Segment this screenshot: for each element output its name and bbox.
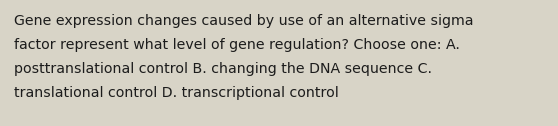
Text: translational control D. transcriptional control: translational control D. transcriptional… [14, 86, 339, 100]
Text: posttranslational control B. changing the DNA sequence C.: posttranslational control B. changing th… [14, 62, 432, 76]
Text: Gene expression changes caused by use of an alternative sigma: Gene expression changes caused by use of… [14, 14, 474, 28]
Text: factor represent what level of gene regulation? Choose one: A.: factor represent what level of gene regu… [14, 38, 460, 52]
